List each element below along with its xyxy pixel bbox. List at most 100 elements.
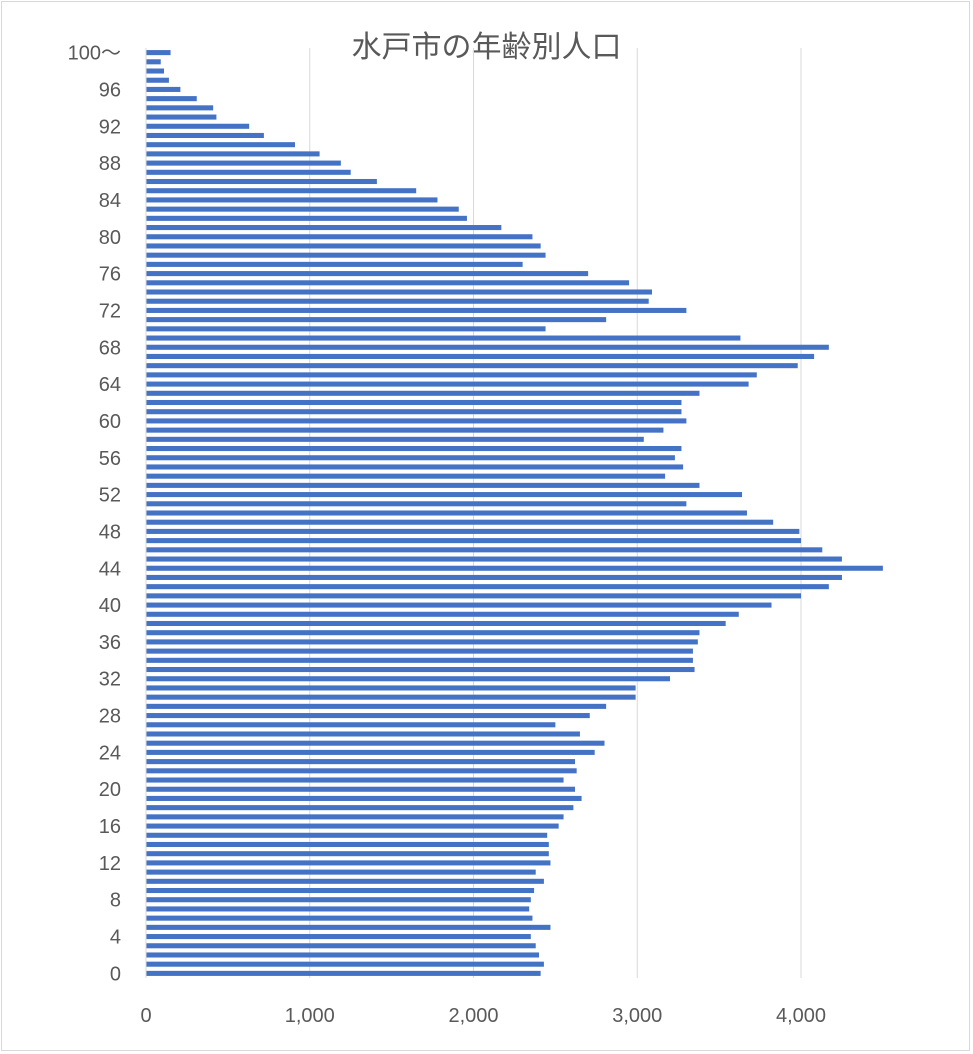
bar-age-25	[146, 740, 605, 746]
y-tick-label: 68	[99, 337, 121, 359]
bar-age-33	[146, 667, 695, 673]
bar-age-2	[146, 952, 539, 958]
bars	[146, 50, 883, 976]
y-tick-label: 48	[99, 521, 121, 543]
bar-age-90	[146, 142, 296, 148]
bar-age-27	[146, 722, 556, 728]
bar-age-83	[146, 206, 459, 212]
bar-age-14	[146, 841, 549, 848]
bar-age-26	[146, 731, 580, 737]
bar-age-56	[146, 455, 675, 461]
y-tick-label: 64	[99, 374, 121, 396]
bar-age-88	[146, 160, 341, 166]
bar-age-45	[146, 556, 842, 562]
bar-age-5	[146, 924, 551, 930]
y-tick-label: 84	[99, 190, 121, 212]
bar-age-58	[146, 436, 644, 442]
bar-age-11	[146, 869, 536, 875]
y-tick-label: 44	[99, 558, 121, 580]
bar-age-16	[146, 823, 559, 829]
bar-age-28	[146, 713, 590, 719]
bar-age-55	[146, 464, 684, 470]
bar-age-61	[146, 409, 682, 415]
bar-age-32	[146, 676, 670, 682]
bar-age-69	[146, 335, 741, 341]
bar-age-68	[146, 344, 829, 350]
bar-age-34	[146, 657, 693, 663]
bar-age-53	[146, 482, 700, 488]
bar-age-35	[146, 648, 693, 654]
bar-age-84	[146, 197, 438, 203]
bar-age-48	[146, 528, 800, 534]
bar-age-18	[146, 805, 574, 811]
y-tick-label: 32	[99, 669, 121, 691]
bar-age-98	[146, 68, 165, 74]
bar-age-74	[146, 289, 652, 295]
y-axis: 0481216202428323640444852566064687276808…	[68, 43, 147, 985]
y-tick-label: 0	[110, 963, 121, 985]
bar-age-4	[146, 934, 531, 940]
bar-age-8	[146, 897, 531, 903]
y-tick-label: 20	[99, 779, 121, 801]
bar-age-59	[146, 427, 664, 433]
bar-age-0	[146, 970, 541, 976]
x-axis: 0 1,000 2,000 3,000 4,000	[140, 1005, 826, 1027]
bar-age-93	[146, 114, 217, 120]
bar-age-54	[146, 473, 666, 479]
bar-age-39	[146, 611, 739, 617]
bar-age-31	[146, 685, 636, 691]
bar-age-76	[146, 271, 589, 277]
bar-age-37	[146, 630, 700, 636]
bar-age-42	[146, 584, 829, 590]
bar-age-72	[146, 307, 687, 313]
bar-age-70	[146, 326, 546, 332]
bar-age-51	[146, 501, 687, 507]
y-tick-label: 8	[110, 890, 121, 912]
bar-age-6	[146, 915, 533, 921]
bar-age-17	[146, 814, 564, 820]
bar-age-86	[146, 178, 377, 185]
y-tick-label: 88	[99, 153, 121, 175]
y-tick-label: 76	[99, 264, 121, 286]
bar-age-12	[146, 860, 551, 866]
bar-age-21	[146, 777, 564, 783]
bar-age-47	[146, 538, 801, 544]
bar-age-92	[146, 123, 250, 129]
bar-age-7	[146, 906, 530, 912]
bar-age-85	[146, 188, 417, 194]
bar-age-9	[146, 887, 535, 894]
bar-age-95	[146, 96, 197, 102]
bar-age-41	[146, 593, 801, 599]
bar-age-23	[146, 759, 576, 765]
y-tick-label: 96	[99, 79, 121, 101]
bar-age-89	[146, 151, 320, 157]
bar-age-65	[146, 372, 757, 378]
bar-age-60	[146, 418, 687, 424]
y-tick-label: 40	[99, 595, 121, 617]
y-tick-label: 60	[99, 411, 121, 433]
bar-age-82	[146, 215, 467, 221]
bar-age-22	[146, 768, 577, 774]
bar-age-94	[146, 105, 214, 111]
y-tick-label: 36	[99, 632, 121, 654]
y-tick-label: 80	[99, 227, 121, 249]
bar-age-57	[146, 446, 682, 452]
bar-age-66	[146, 363, 798, 369]
bar-age-87	[146, 169, 351, 175]
y-tick-label: 16	[99, 816, 121, 838]
bar-age-46	[146, 547, 823, 553]
bar-age-96	[146, 86, 181, 92]
bar-age-97	[146, 77, 169, 83]
bar-age-75	[146, 280, 630, 286]
y-tick-label: 56	[99, 448, 121, 470]
bar-age-44	[146, 565, 883, 571]
bar-age-50	[146, 510, 747, 516]
chart-title: 水戸市の年齢別人口	[351, 30, 622, 65]
y-tick-label: 92	[99, 116, 121, 138]
bar-age-29	[146, 703, 607, 709]
y-tick-label: 100〜	[68, 43, 121, 65]
bar-age-77	[146, 261, 523, 267]
bar-age-13	[146, 851, 549, 857]
bar-age-62	[146, 399, 682, 406]
